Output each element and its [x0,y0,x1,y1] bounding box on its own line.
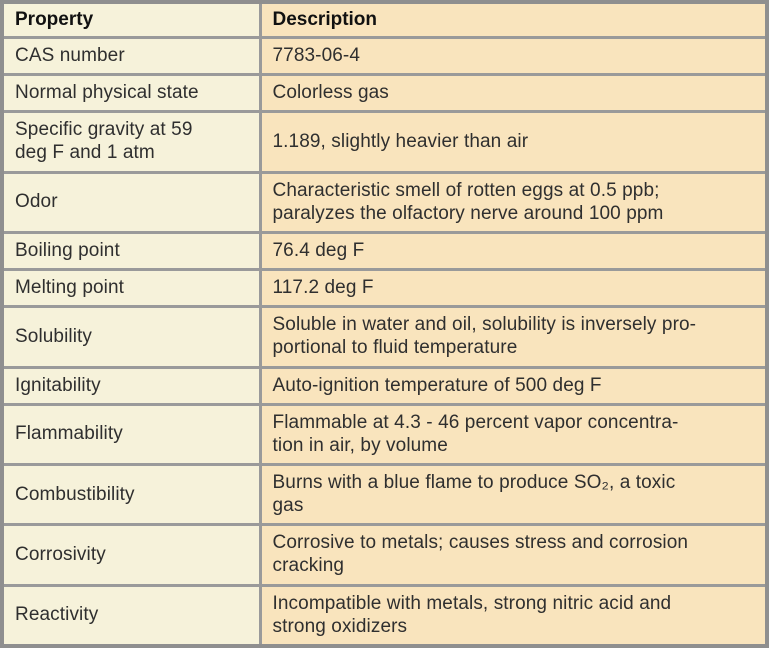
property-cell: Ignitability [0,365,262,406]
description-cell: 117.2 deg F [258,268,769,309]
property-cell: Solubility [0,305,262,369]
header-row: Property Description [0,0,769,39]
property-cell: Melting point [0,268,262,309]
table-row: Specific gravity at 59 deg F and 1 atm 1.… [0,110,769,174]
description-cell: Characteristic smell of rotten eggs at 0… [258,170,769,234]
property-cell: Reactivity [0,583,262,648]
description-cell: Flammable at 4.3 - 46 percent vapor conc… [258,402,769,467]
table-row: Ignitability Auto-ignition temperature of… [0,365,769,406]
description-cell: Auto-ignition temperature of 500 deg F [258,365,769,406]
property-cell: Combustibility [0,463,262,527]
table-row: Solubility Soluble in water and oil, solu… [0,305,769,369]
table-row: Odor Characteristic smell of rotten eggs … [0,170,769,234]
table-header: Property Description [0,0,769,39]
description-cell: Colorless gas [258,73,769,114]
property-cell: Corrosivity [0,523,262,587]
description-cell: Corrosive to metals; causes stress and c… [258,523,769,587]
column-header-property: Property [0,0,262,39]
table-row: Combustibility Burns with a blue flame to… [0,463,769,527]
property-cell: CAS number [0,35,262,77]
description-cell: Incompatible with metals, strong nitric … [258,583,769,648]
table-row: Corrosivity Corrosive to metals; causes s… [0,523,769,587]
property-cell: Boiling point [0,230,262,272]
table-row: Melting point 117.2 deg F [0,268,769,309]
table-row: Reactivity Incompatible with metals, stro… [0,583,769,648]
property-cell: Specific gravity at 59 deg F and 1 atm [0,110,262,174]
property-cell: Odor [0,170,262,234]
description-cell: Soluble in water and oil, solubility is … [258,305,769,369]
description-cell: 7783-06-4 [258,35,769,77]
table-row: Flammability Flammable at 4.3 - 46 percen… [0,402,769,467]
property-cell: Flammability [0,402,262,467]
description-cell: 76.4 deg F [258,230,769,272]
table-body: CAS number 7783-06-4 Normal physical state… [0,35,769,648]
description-cell: Burns with a blue flame to produce SO₂, … [258,463,769,527]
column-header-description: Description [258,0,769,39]
table-row: CAS number 7783-06-4 [0,35,769,77]
table-row: Normal physical state Colorless gas [0,73,769,114]
description-cell: 1.189, slightly heavier than air [258,110,769,174]
property-cell: Normal physical state [0,73,262,114]
table-row: Boiling point 76.4 deg F [0,230,769,272]
